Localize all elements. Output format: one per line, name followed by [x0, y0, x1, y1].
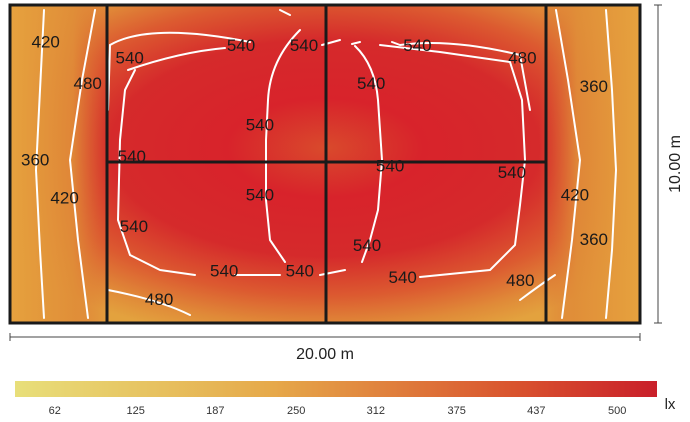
- colorbar-tick-label: 62: [49, 405, 61, 417]
- colorbar-tick-label: 500: [608, 405, 626, 417]
- colorbar-tick-label: 187: [206, 405, 224, 417]
- contour-label-420: 420: [561, 185, 589, 204]
- contour-label-540: 540: [120, 217, 148, 236]
- width-label: 20.00 m: [296, 346, 354, 363]
- contour-label-360: 360: [580, 77, 608, 96]
- room-grid: [8, 3, 642, 325]
- contour-label-540: 540: [246, 185, 274, 204]
- contour-label-360: 360: [580, 230, 608, 249]
- contour-label-420: 420: [50, 188, 78, 207]
- contour-label-540: 540: [498, 163, 526, 182]
- contour-label-540: 540: [118, 147, 146, 166]
- contour-label-540: 540: [403, 36, 431, 55]
- contour-label-540: 540: [357, 74, 385, 93]
- colorbar-tick-label: 250: [287, 405, 305, 417]
- contour-label-480: 480: [506, 271, 534, 290]
- colorbar-tick-label: 437: [527, 405, 545, 417]
- contour-label-480: 480: [145, 290, 173, 309]
- contour-label-480: 480: [74, 74, 102, 93]
- colorbar-tick-label: 375: [448, 405, 466, 417]
- colorbar-ticks: 62 125 187 250 312 375 437 500: [49, 405, 627, 417]
- colorbar: [15, 381, 657, 397]
- colorbar-unit: lx: [665, 396, 676, 413]
- contour-label-540: 540: [376, 157, 404, 176]
- contour-label-360: 360: [21, 150, 49, 169]
- contour-label-540: 540: [286, 262, 314, 281]
- contour-label-540: 540: [290, 36, 318, 55]
- contour-label-420: 420: [32, 33, 60, 52]
- contour-label-480: 480: [508, 49, 536, 68]
- height-dimension: [654, 4, 662, 324]
- height-label: 10.00 m: [667, 135, 684, 193]
- contour-label-540: 540: [389, 268, 417, 287]
- contour-label-540: 540: [353, 236, 381, 255]
- contour-label-540: 540: [210, 262, 238, 281]
- contour-label-540: 540: [227, 36, 255, 55]
- contour-label-540: 540: [116, 49, 144, 68]
- colorbar-tick-label: 125: [127, 405, 145, 417]
- width-dimension: [9, 333, 641, 341]
- colorbar-tick-label: 312: [367, 405, 385, 417]
- contour-label-540: 540: [246, 115, 274, 134]
